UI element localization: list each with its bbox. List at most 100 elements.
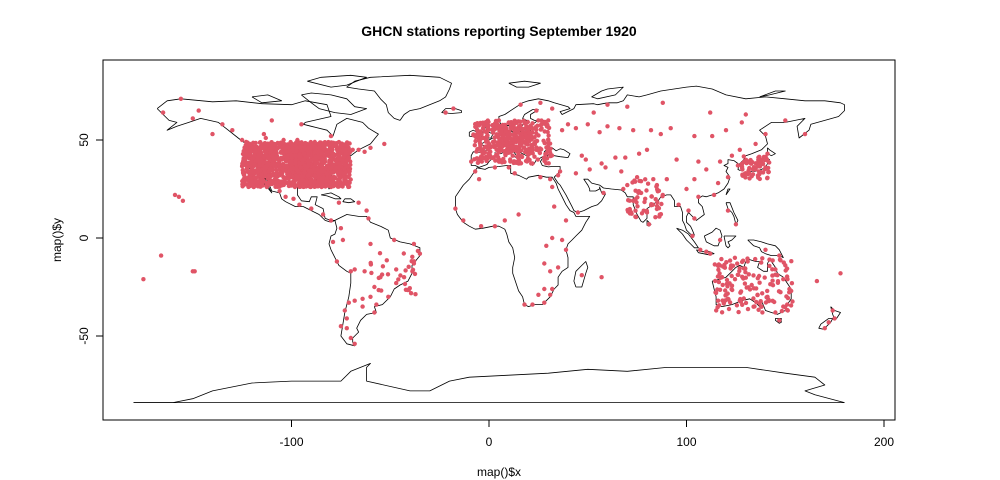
station-point [656, 206, 662, 211]
station-point [520, 135, 525, 140]
station-point [469, 159, 474, 164]
station-point [333, 158, 338, 163]
station-point [726, 297, 731, 302]
station-point [542, 300, 547, 305]
station-point [591, 110, 596, 115]
station-point [321, 143, 327, 149]
coastline-20 [725, 202, 739, 225]
station-point [368, 145, 373, 150]
station-point [270, 161, 275, 166]
station-point [475, 160, 481, 165]
station-point [368, 241, 373, 247]
station-point [756, 307, 761, 312]
station-point [765, 288, 770, 294]
station-point [759, 260, 764, 265]
station-point [178, 96, 184, 102]
station-point [158, 253, 164, 258]
station-point [750, 160, 755, 165]
station-point [401, 275, 407, 280]
station-point [261, 146, 266, 151]
station-point [744, 285, 749, 290]
station-point [499, 128, 504, 133]
station-point [312, 166, 317, 172]
station-point [343, 147, 348, 153]
station-point [660, 194, 665, 199]
coastline-30 [307, 74, 368, 88]
station-point [717, 271, 722, 276]
station-point [789, 259, 794, 264]
station-point [544, 156, 550, 161]
station-point [306, 150, 311, 156]
station-point [401, 251, 406, 256]
station-point [768, 282, 773, 287]
station-point [415, 248, 421, 254]
station-point [372, 310, 377, 315]
station-point [342, 175, 347, 180]
station-point [648, 128, 654, 133]
station-point [766, 169, 771, 175]
station-point [244, 176, 249, 181]
station-point [486, 143, 491, 148]
station-point [631, 128, 636, 133]
station-point [335, 148, 340, 153]
station-point [336, 200, 342, 205]
station-point [536, 292, 541, 297]
station-point [301, 151, 307, 156]
station-point [741, 296, 746, 301]
station-point [545, 140, 550, 146]
station-point [255, 174, 260, 179]
station-point [509, 120, 514, 125]
station-point [294, 148, 299, 154]
station-point [625, 207, 630, 213]
station-point [743, 112, 748, 117]
station-point [338, 226, 344, 231]
station-point [784, 266, 790, 271]
station-point [763, 247, 768, 252]
station-point [644, 208, 649, 213]
station-point [248, 170, 254, 175]
station-point [708, 110, 713, 115]
station-point [725, 208, 731, 213]
station-point [263, 153, 269, 158]
station-point [360, 296, 365, 301]
station-point [579, 153, 584, 158]
station-point [329, 161, 334, 167]
station-point [732, 255, 738, 260]
station-point [649, 202, 654, 207]
station-point [544, 124, 550, 129]
station-point [515, 154, 520, 159]
station-point [343, 151, 348, 156]
station-point [220, 122, 225, 127]
station-point [248, 163, 253, 168]
station-point [385, 272, 391, 277]
station-point [717, 237, 723, 243]
station-point [263, 171, 268, 177]
station-point [478, 142, 483, 147]
station-point [763, 155, 768, 161]
station-point [573, 126, 579, 131]
station-point [674, 157, 679, 162]
station-point [516, 139, 521, 144]
station-point [530, 126, 535, 131]
station-point [362, 269, 367, 274]
station-point [749, 282, 754, 288]
station-point [319, 180, 324, 186]
station-point [644, 188, 649, 193]
chart-title: GHCN stations reporting September 1920 [361, 23, 637, 39]
coastline-29 [251, 94, 283, 104]
station-point [745, 171, 751, 177]
station-point [293, 153, 299, 159]
station-point [376, 275, 381, 281]
station-point [529, 161, 534, 166]
station-point [290, 153, 295, 159]
station-point [272, 150, 278, 155]
station-point [411, 241, 417, 247]
station-point [331, 153, 337, 159]
station-point [259, 181, 264, 186]
station-point [486, 127, 491, 133]
station-point [257, 168, 263, 174]
station-point [605, 102, 610, 107]
station-point [746, 272, 751, 277]
station-point [659, 201, 664, 207]
station-point [348, 335, 353, 341]
